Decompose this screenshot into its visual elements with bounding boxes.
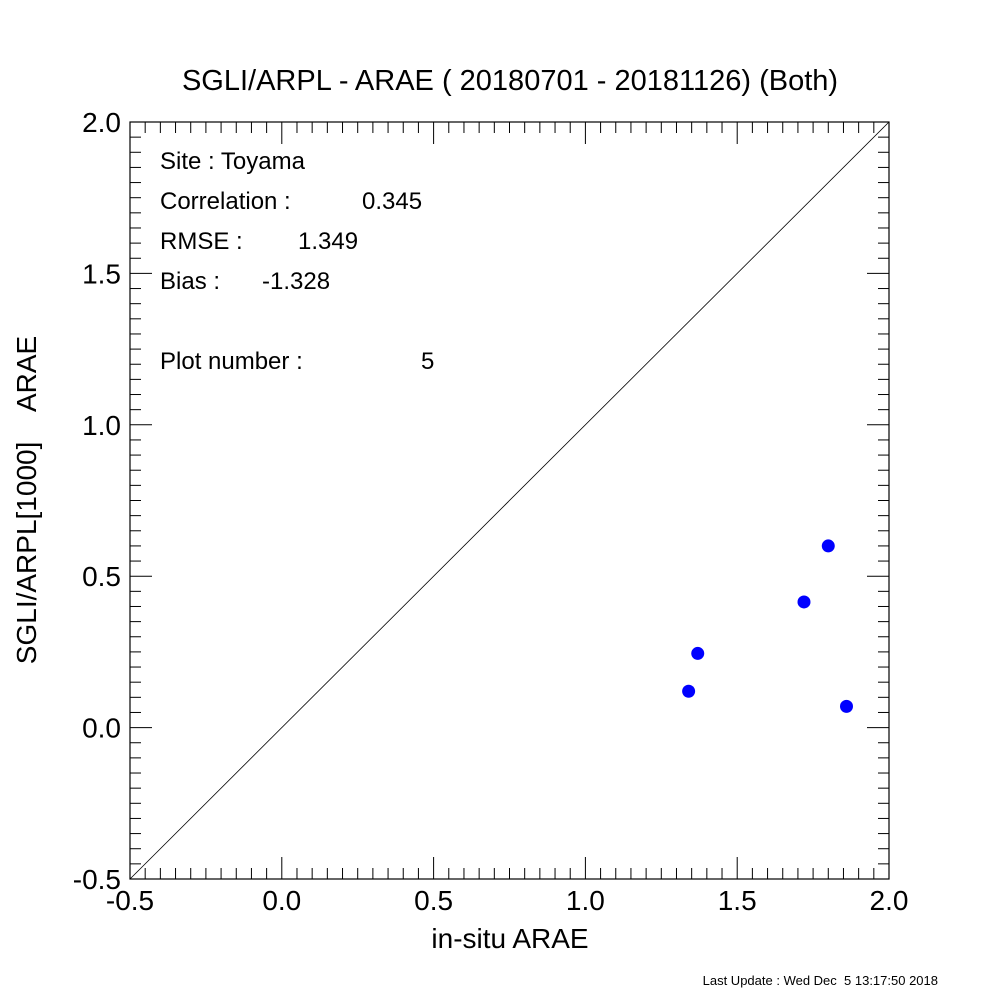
y-tick-label: -0.5: [73, 864, 121, 895]
x-tick-label: 1.0: [566, 885, 605, 916]
y-tick-label: 2.0: [82, 107, 121, 138]
data-point: [691, 646, 705, 660]
x-tick-label: 2.0: [870, 885, 909, 916]
stats-block: Site : Toyama Correlation : 0.345 RMSE :…: [160, 148, 434, 375]
bias-label: Bias :: [160, 268, 220, 295]
x-tick-label: 0.0: [262, 885, 301, 916]
plot-number-value: 5: [421, 348, 434, 375]
minor-ticks: [130, 122, 889, 879]
chart-title: SGLI/ARPL - ARAE ( 20180701 - 20181126) …: [182, 65, 838, 97]
correlation-label: Correlation :: [160, 188, 291, 215]
y-tick-label: 1.5: [82, 258, 121, 289]
y-tick-label: 1.0: [82, 410, 121, 441]
site-label: Site : Toyama: [160, 148, 306, 175]
y-axis-label: SGLI/ARPL[1000] ARAE: [11, 336, 42, 664]
data-point: [839, 699, 853, 713]
x-tick-labels: -0.5 0.0 0.5 1.0 1.5 2.0: [106, 885, 909, 916]
data-point: [821, 539, 835, 553]
rmse-label: RMSE :: [160, 228, 243, 255]
data-points: [682, 539, 853, 713]
y-tick-label: 0.0: [82, 713, 121, 744]
x-tick-label: 0.5: [414, 885, 453, 916]
x-tick-label: 1.5: [718, 885, 757, 916]
last-update-text: Last Update : Wed Dec 5 13:17:50 2018: [703, 973, 938, 988]
bias-value: -1.328: [262, 268, 330, 295]
rmse-value: 1.349: [298, 228, 358, 255]
y-tick-label: 0.5: [82, 561, 121, 592]
x-tick-label: -0.5: [106, 885, 154, 916]
data-point: [797, 595, 811, 609]
y-tick-labels: -0.5 0.0 0.5 1.0 1.5 2.0: [73, 107, 121, 895]
data-point: [682, 684, 696, 698]
major-ticks: [129, 121, 890, 880]
one-to-one-line: [129, 121, 890, 880]
x-axis-label: in-situ ARAE: [431, 923, 588, 954]
correlation-value: 0.345: [362, 188, 422, 215]
plot-number-label: Plot number :: [160, 348, 303, 375]
